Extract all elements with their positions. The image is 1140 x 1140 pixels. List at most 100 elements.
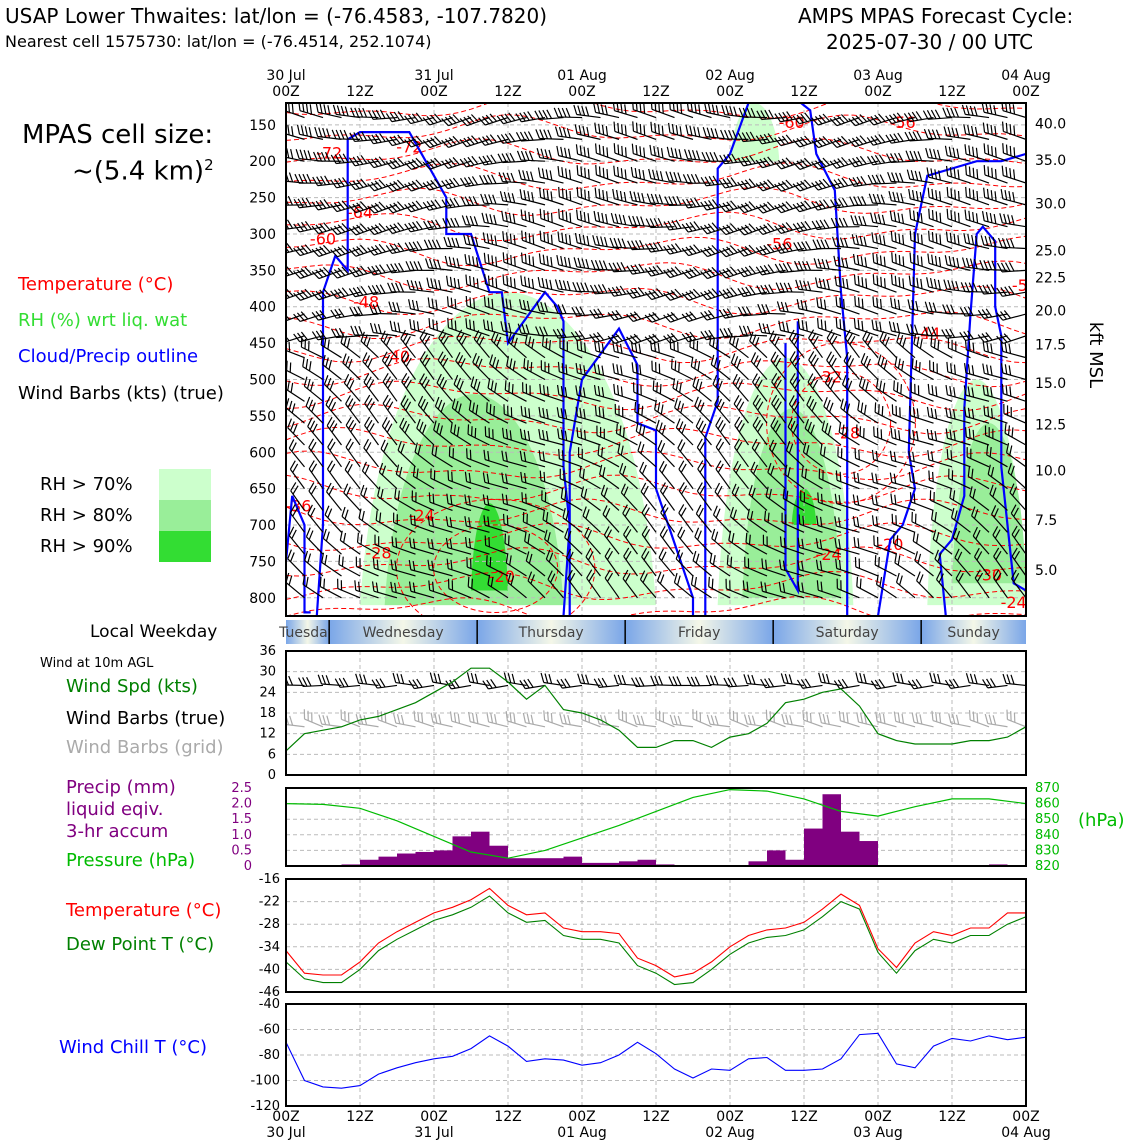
barb-flag <box>503 191 508 202</box>
barb-flag <box>913 150 919 161</box>
wind-barb <box>663 266 694 279</box>
barb-flag <box>858 558 861 569</box>
barb-flag <box>505 153 512 163</box>
barb-flag <box>964 144 967 155</box>
barb-flag <box>696 482 703 492</box>
wind-barb <box>607 310 638 321</box>
barb-flag <box>699 402 705 412</box>
wind-barb <box>629 190 657 206</box>
barb-flag <box>843 320 846 331</box>
wind-barb <box>308 460 324 490</box>
barb-flag <box>450 422 453 433</box>
wind-barb <box>819 444 842 468</box>
barb-flag <box>880 357 885 367</box>
wind-barb <box>348 178 379 191</box>
barb-flag <box>626 313 634 322</box>
barb-flag <box>451 398 456 409</box>
barb-flag <box>618 405 620 416</box>
barb-flag <box>643 125 646 136</box>
barb-flag <box>800 159 808 168</box>
barb-flag <box>422 140 431 148</box>
barb-flag <box>304 339 307 349</box>
barb-flag <box>427 515 431 526</box>
barb-staff <box>892 413 916 424</box>
barb-flag <box>345 356 350 366</box>
wind-barb <box>788 395 805 424</box>
barb-flag <box>419 351 426 361</box>
wind-barb <box>362 352 379 380</box>
barb-flag <box>731 483 737 494</box>
barb-staff <box>891 200 916 206</box>
barb-flag <box>546 190 549 201</box>
wind-barb <box>527 571 546 599</box>
wind-barb <box>444 255 472 271</box>
barb-flag <box>278 100 285 110</box>
barb-flag <box>797 581 801 592</box>
wind-barb <box>456 329 472 359</box>
barb-flag <box>305 358 309 369</box>
barb-flag <box>871 494 874 505</box>
wind-barb <box>441 157 472 169</box>
barb-flag <box>293 333 301 343</box>
barb-flag <box>613 165 616 176</box>
barb-flag <box>903 113 911 122</box>
barb-flag <box>337 224 346 233</box>
wind-barb <box>404 179 435 192</box>
barb-flag <box>800 180 808 189</box>
barb-staff <box>840 407 860 424</box>
barb-flag <box>560 328 567 338</box>
barb-flag <box>821 420 826 431</box>
barb-flag <box>323 337 327 348</box>
barb-flag <box>706 127 711 138</box>
wind-barb <box>851 234 879 250</box>
barb-flag <box>382 372 389 383</box>
barb-flag <box>401 420 408 431</box>
wind-barb <box>312 175 342 187</box>
barb-flag <box>364 355 371 365</box>
barb-flag <box>482 136 490 145</box>
barb-staff <box>873 305 897 315</box>
barb-flag <box>873 426 875 437</box>
barb-staff <box>469 409 490 424</box>
wind-barb <box>891 404 916 424</box>
wind-barb <box>622 504 638 533</box>
barb-flag <box>782 560 786 571</box>
barb-flag <box>465 318 468 329</box>
barb-flag <box>865 381 869 392</box>
barb-flag <box>882 235 886 246</box>
barb-flag <box>616 385 620 396</box>
barb-flag <box>786 322 790 333</box>
barb-flag <box>737 380 743 390</box>
wind-barb <box>663 311 694 323</box>
barb-flag <box>557 107 563 118</box>
barb-flag <box>415 135 424 144</box>
barb-staff <box>600 493 620 511</box>
barb-flag <box>851 116 860 125</box>
barb-flag <box>783 537 786 548</box>
barb-flag <box>471 135 479 144</box>
wind-barb <box>304 550 324 577</box>
barb-flag <box>818 114 827 123</box>
barb-flag <box>330 179 337 189</box>
barb-flag <box>509 152 516 163</box>
barb-staff <box>417 404 435 424</box>
barb-flag <box>442 218 448 228</box>
barb-flag <box>545 278 549 289</box>
wind-barb <box>326 460 342 490</box>
barb-flag <box>327 105 331 116</box>
barb-flag <box>394 560 397 571</box>
barb-flag <box>487 275 490 286</box>
barb-flag <box>461 215 467 225</box>
barb-flag <box>604 236 608 247</box>
wind-barb <box>1001 121 1026 140</box>
barb-staff <box>521 116 546 123</box>
barb-flag <box>536 301 541 312</box>
barb-flag <box>431 219 438 229</box>
barb-flag <box>308 482 315 492</box>
barb-flag <box>639 461 645 472</box>
wind-barb <box>888 191 916 206</box>
barb-flag <box>738 107 744 118</box>
barb-flag <box>866 358 871 369</box>
barb-flag <box>707 103 712 114</box>
barb-flag <box>300 311 309 320</box>
